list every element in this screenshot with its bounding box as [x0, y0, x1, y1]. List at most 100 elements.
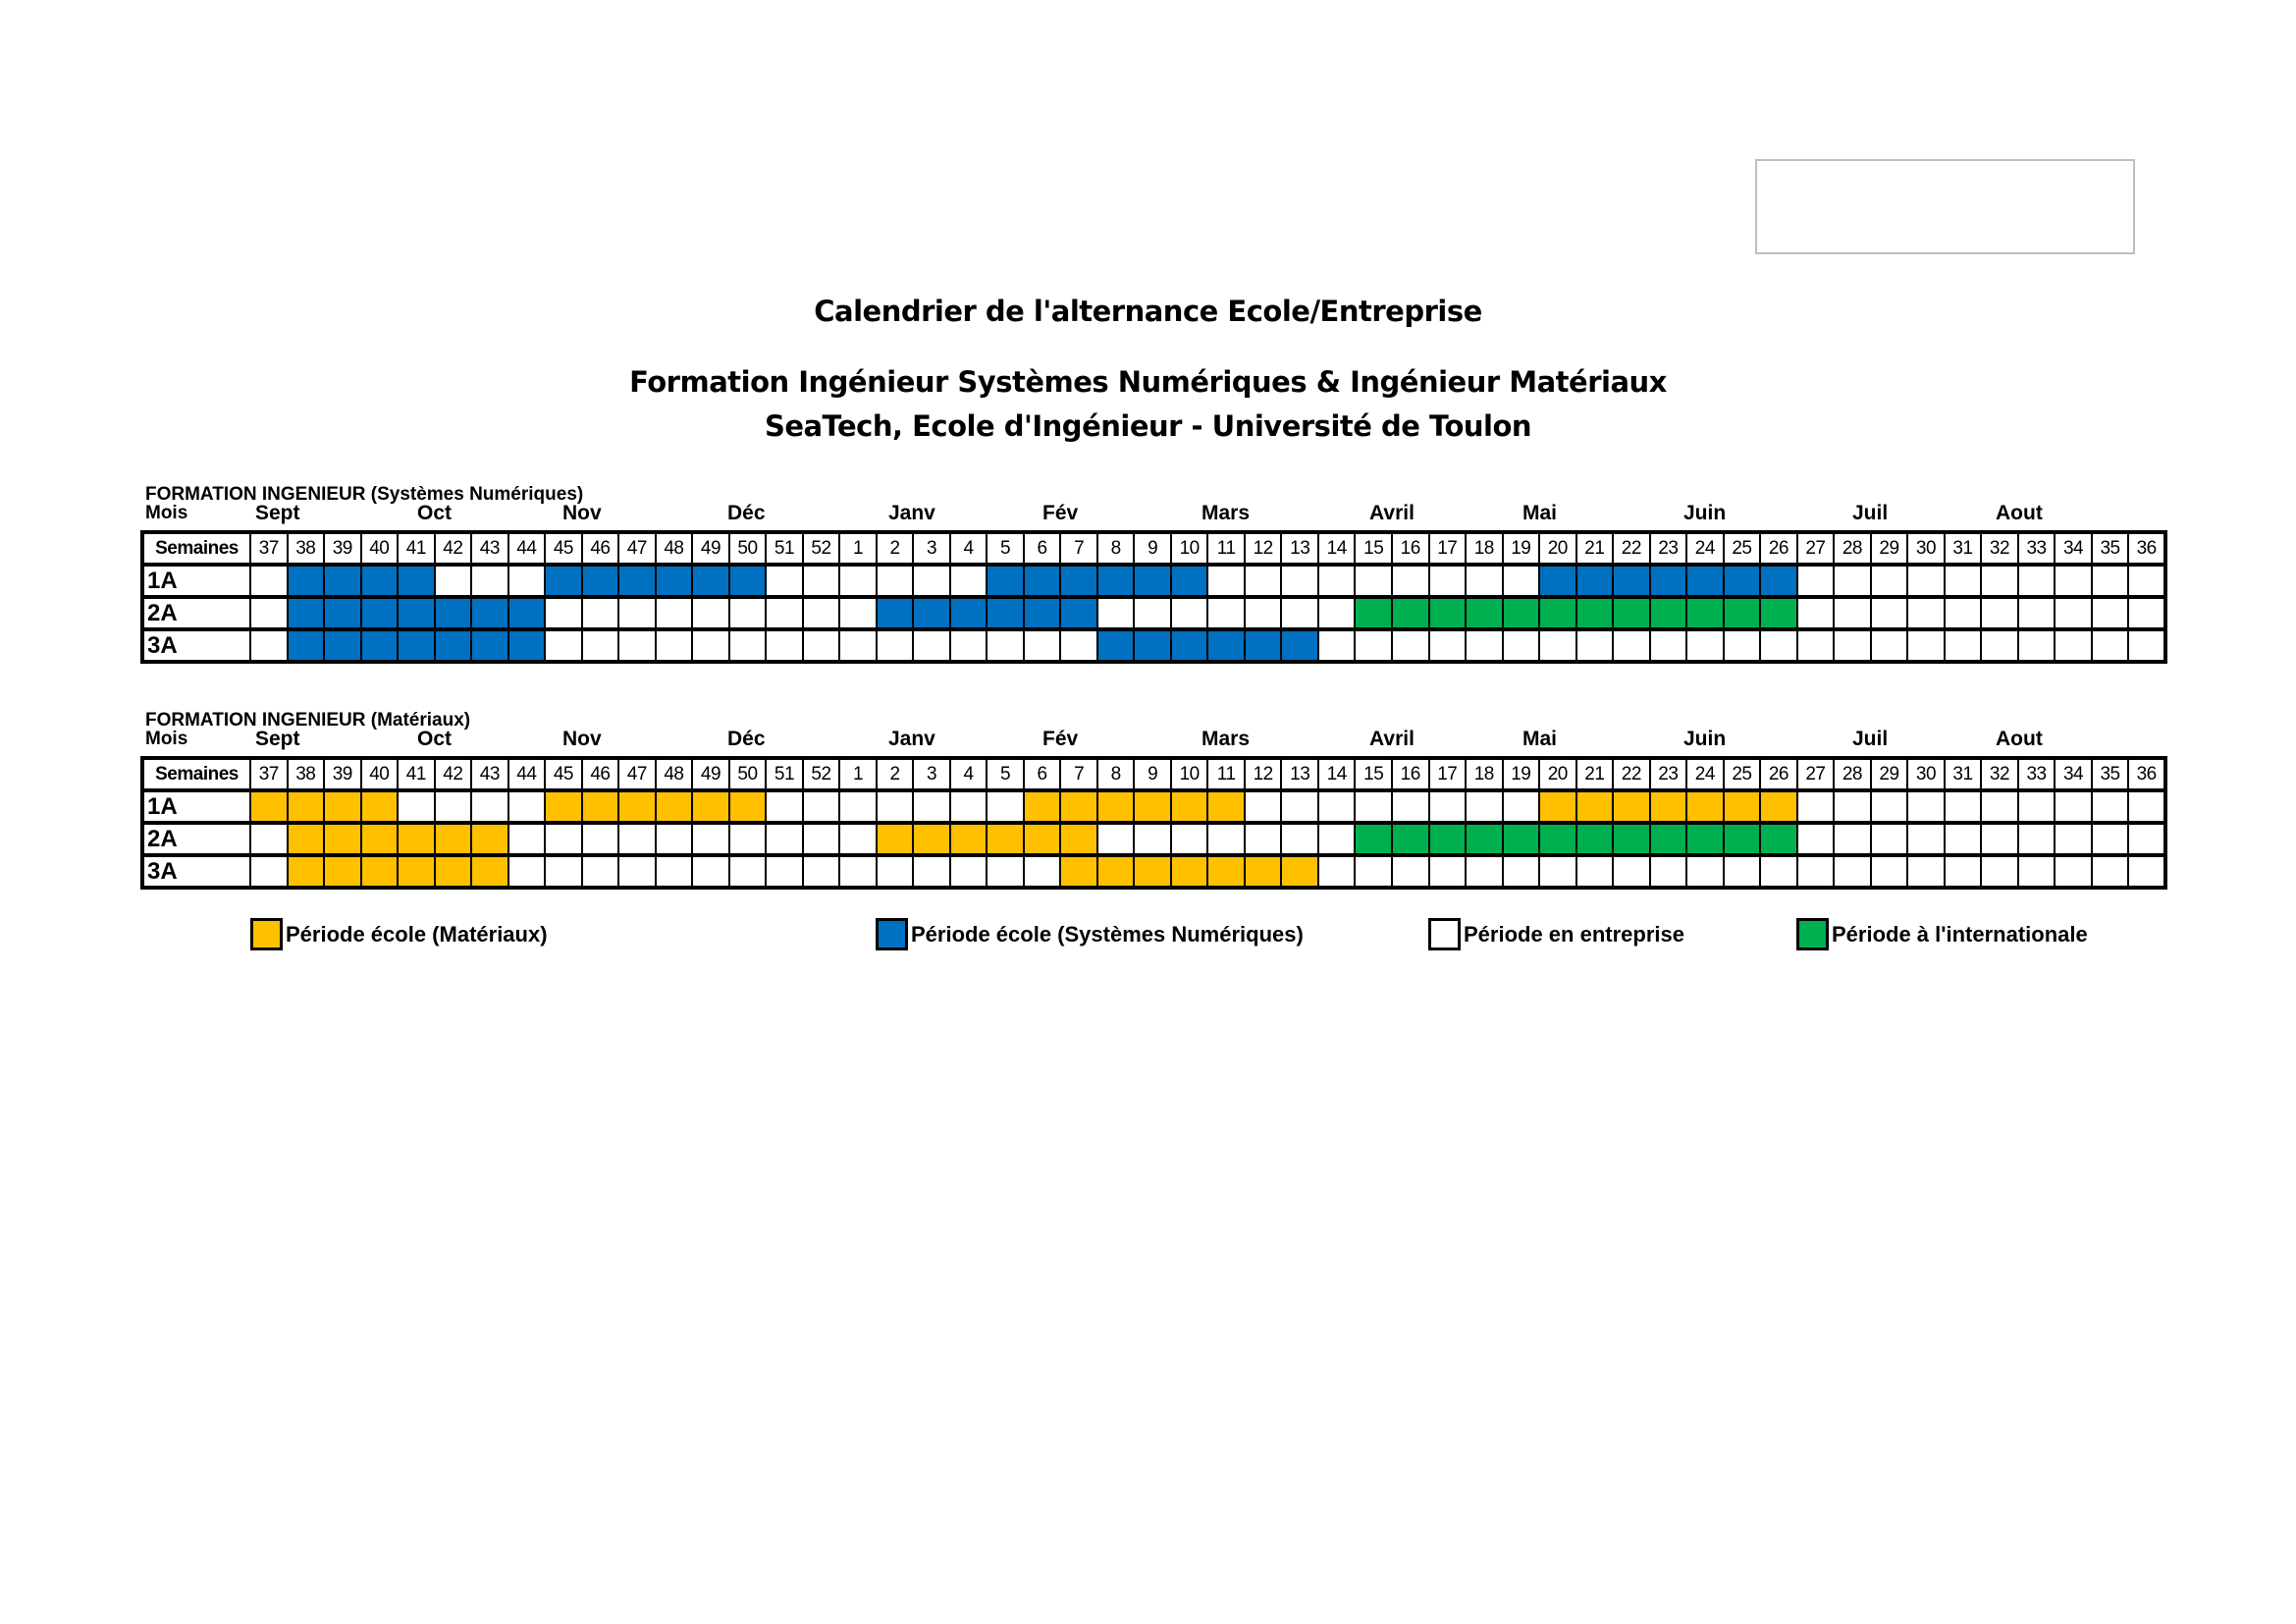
month-label: Fév — [1042, 502, 1079, 524]
week-cell-sn — [323, 564, 362, 599]
week-cell-ent — [1722, 854, 1762, 889]
year-row-1a: 1A — [141, 789, 2166, 825]
week-cell-ent — [1980, 564, 2019, 599]
week-cell-mat — [1059, 789, 1098, 825]
week-number: 1 — [838, 757, 878, 792]
week-cell-sn — [654, 564, 694, 599]
week-cell-ent — [470, 564, 509, 599]
week-cell-ent — [1465, 854, 1504, 889]
week-cell-mat — [912, 822, 951, 857]
week-cell-sn — [1538, 564, 1577, 599]
week-cell-ent — [1795, 822, 1836, 857]
year-row-2a: 2A — [141, 822, 2166, 857]
week-number: 46 — [580, 531, 620, 567]
week-number: 44 — [507, 757, 547, 792]
week-cell-mat — [1243, 854, 1283, 889]
week-number: 13 — [1280, 531, 1319, 567]
week-number: 50 — [727, 757, 768, 792]
week-number: 39 — [323, 531, 362, 567]
week-cell-ent — [1980, 628, 2019, 663]
week-cell-ent — [654, 854, 694, 889]
week-cell-ent — [838, 564, 878, 599]
month-label: Oct — [417, 728, 453, 750]
week-cell-ent — [1501, 789, 1541, 825]
week-number: 48 — [654, 531, 694, 567]
week-cell-sn — [1022, 564, 1062, 599]
week-cell-sn — [397, 596, 436, 631]
week-number: 6 — [1022, 757, 1062, 792]
week-cell-ent — [617, 822, 657, 857]
week-cell-sn — [1059, 596, 1098, 631]
week-cell-ent — [1243, 789, 1283, 825]
week-cell-ent — [1612, 628, 1651, 663]
week-number: 12 — [1243, 757, 1283, 792]
week-cell-ent — [1501, 564, 1541, 599]
legend-item-ent: Période en entreprise — [1428, 918, 1684, 950]
week-cell-intl — [1465, 822, 1504, 857]
week-number: 36 — [2127, 531, 2166, 567]
week-number: 33 — [2016, 531, 2056, 567]
week-cell-mat — [1759, 789, 1798, 825]
week-cell-mat — [359, 789, 400, 825]
week-cell-ent — [1943, 822, 1983, 857]
week-cell-ent — [1869, 854, 1909, 889]
week-cell-ent — [765, 822, 804, 857]
week-cell-sn — [1133, 628, 1172, 663]
week-cell-ent — [1316, 822, 1357, 857]
week-cell-ent — [2054, 596, 2093, 631]
week-cell-ent — [1316, 628, 1357, 663]
week-cell-ent — [1943, 789, 1983, 825]
month-label: Juil — [1852, 502, 1889, 524]
week-number: 3 — [912, 531, 951, 567]
week-cell-mat — [654, 789, 694, 825]
week-cell-mat — [433, 854, 473, 889]
week-number: 28 — [1833, 757, 1872, 792]
week-number: 39 — [323, 757, 362, 792]
week-cell-ent — [1685, 628, 1725, 663]
week-cell-ent — [507, 564, 547, 599]
week-cell-ent — [1759, 854, 1798, 889]
week-cell-sn — [323, 596, 362, 631]
week-cell-ent — [1206, 596, 1246, 631]
legend-swatch — [1428, 918, 1461, 950]
week-number: 25 — [1722, 531, 1762, 567]
week-number: 23 — [1648, 757, 1688, 792]
week-number: 31 — [1943, 757, 1983, 792]
week-number: 1 — [838, 531, 878, 567]
week-cell-intl — [1575, 596, 1615, 631]
week-cell-ent — [544, 822, 583, 857]
week-cell-intl — [1685, 822, 1725, 857]
week-number: 4 — [948, 757, 988, 792]
week-number: 45 — [544, 531, 583, 567]
week-number: 32 — [1980, 757, 2019, 792]
week-number: 33 — [2016, 757, 2056, 792]
week-cell-ent — [1795, 596, 1836, 631]
week-number: 18 — [1465, 531, 1504, 567]
week-number: 14 — [1316, 531, 1357, 567]
week-cell-mat — [1133, 854, 1172, 889]
month-label: Mai — [1522, 502, 1558, 524]
week-number: 13 — [1280, 757, 1319, 792]
week-cell-ent — [1354, 789, 1393, 825]
week-cell-ent — [2016, 596, 2056, 631]
week-cell-ent — [1980, 854, 2019, 889]
week-cell-ent — [1795, 628, 1836, 663]
week-number: 26 — [1759, 757, 1798, 792]
week-cell-ent — [1465, 628, 1504, 663]
week-cell-mat — [1095, 854, 1136, 889]
week-number: 5 — [986, 531, 1025, 567]
week-cell-sn — [986, 596, 1025, 631]
week-number: 9 — [1133, 531, 1172, 567]
week-cell-ent — [691, 822, 730, 857]
week-cell-mat — [1022, 789, 1062, 825]
year-label: 3A — [141, 854, 251, 889]
year-row-3a: 3A — [141, 854, 2166, 889]
week-cell-sn — [875, 596, 915, 631]
week-cell-ent — [875, 628, 915, 663]
year-row-1a: 1A — [141, 564, 2166, 599]
week-number: 5 — [986, 757, 1025, 792]
week-number: 46 — [580, 757, 620, 792]
week-cell-ent — [1833, 596, 1872, 631]
week-cell-ent — [507, 822, 547, 857]
week-cell-intl — [1648, 596, 1688, 631]
